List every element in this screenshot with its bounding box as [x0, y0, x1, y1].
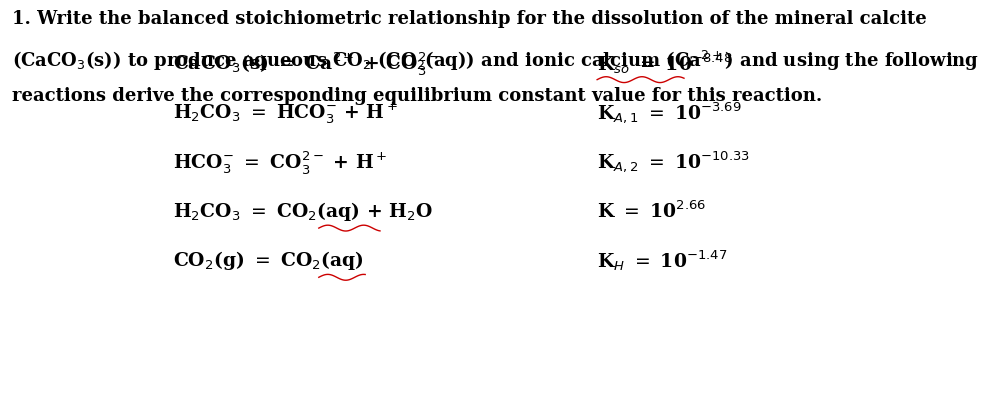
- Text: K$_{so}$ $=$ 10$^{-8.48}$: K$_{so}$ $=$ 10$^{-8.48}$: [597, 51, 732, 76]
- Text: reactions derive the corresponding equilibrium constant value for this reaction.: reactions derive the corresponding equil…: [12, 87, 821, 105]
- Text: H$_2$CO$_3$ $=$ HCO$_3^{-}$ + H$^+$: H$_2$CO$_3$ $=$ HCO$_3^{-}$ + H$^+$: [173, 100, 397, 126]
- Text: 1. Write the balanced stoichiometric relationship for the dissolution of the min: 1. Write the balanced stoichiometric rel…: [12, 10, 926, 28]
- Text: CaCO$_3$(s) $=$ Ca$^{2+}$ + CO$_3^{2-}$: CaCO$_3$(s) $=$ Ca$^{2+}$ + CO$_3^{2-}$: [173, 50, 439, 77]
- Text: (CaCO$_3$(s)) to produce aqueous CO$_2$ (CO$_2$(aq)) and ionic calcium (Ca$^{2+}: (CaCO$_3$(s)) to produce aqueous CO$_2$ …: [12, 49, 978, 73]
- Text: K $=$ 10$^{2.66}$: K $=$ 10$^{2.66}$: [597, 201, 705, 222]
- Text: CO$_2$(g) $=$ CO$_2$(aq): CO$_2$(g) $=$ CO$_2$(aq): [173, 249, 363, 272]
- Text: K$_{A,1}$ $=$ 10$^{-3.69}$: K$_{A,1}$ $=$ 10$^{-3.69}$: [597, 100, 741, 126]
- Text: K$_{H}$ $=$ 10$^{-1.47}$: K$_{H}$ $=$ 10$^{-1.47}$: [597, 248, 727, 273]
- Text: K$_{A,2}$ $=$ 10$^{-10.33}$: K$_{A,2}$ $=$ 10$^{-10.33}$: [597, 150, 749, 175]
- Text: HCO$_3^{-}$ $=$ CO$_3^{2-}$ + H$^+$: HCO$_3^{-}$ $=$ CO$_3^{2-}$ + H$^+$: [173, 149, 387, 176]
- Text: H$_2$CO$_3$ $=$ CO$_2$(aq) + H$_2$O: H$_2$CO$_3$ $=$ CO$_2$(aq) + H$_2$O: [173, 200, 432, 223]
